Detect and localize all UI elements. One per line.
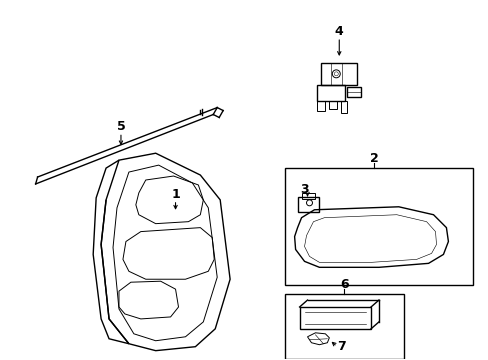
Text: 5: 5 <box>116 120 125 133</box>
Text: 6: 6 <box>339 278 348 291</box>
Text: 2: 2 <box>369 152 378 165</box>
Bar <box>301 193 315 199</box>
Bar <box>284 168 472 285</box>
Bar <box>297 197 319 212</box>
Text: 3: 3 <box>300 184 308 197</box>
Text: 7: 7 <box>336 340 345 353</box>
Bar <box>299 307 370 329</box>
Text: 4: 4 <box>334 24 343 38</box>
Bar <box>341 100 346 113</box>
Bar <box>317 85 345 100</box>
Bar <box>284 294 403 359</box>
Text: 1: 1 <box>171 188 180 201</box>
Bar <box>317 100 325 111</box>
Bar <box>346 87 360 96</box>
Bar <box>321 63 356 85</box>
Bar <box>328 100 337 109</box>
